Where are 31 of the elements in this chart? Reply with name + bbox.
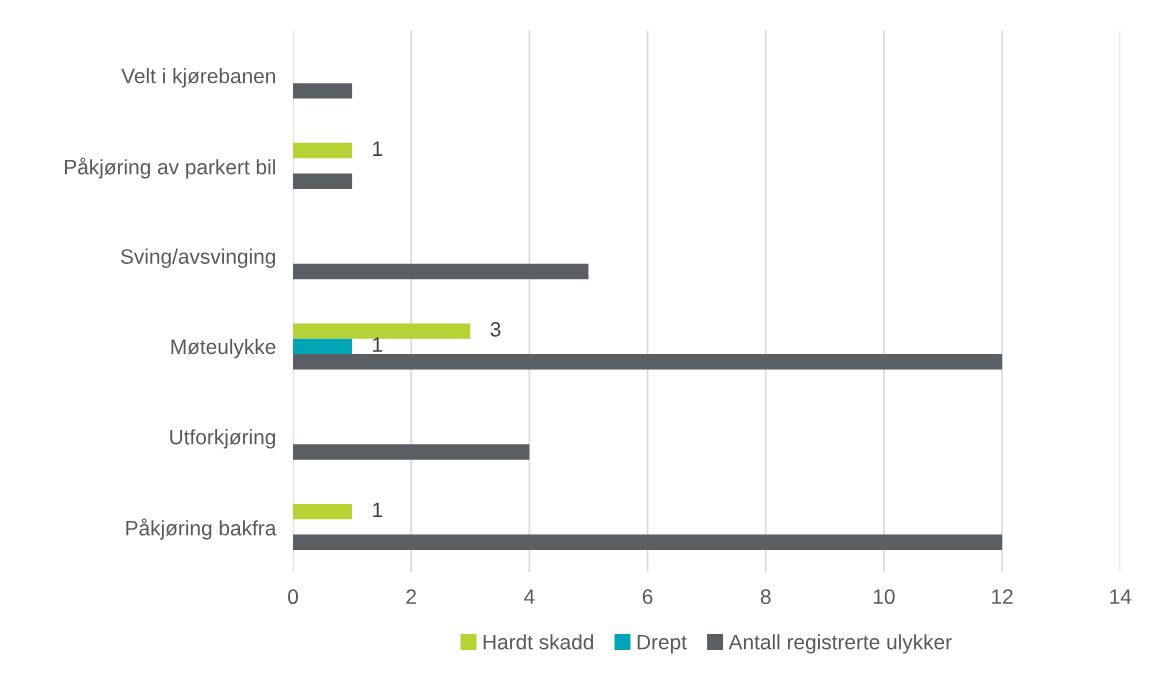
y-tick-label: Møteulykke: [171, 338, 276, 359]
x-tick-label: 10: [873, 589, 895, 605]
x-tick-label: 12: [992, 589, 1013, 604]
x-tick-label: 0: [288, 589, 298, 605]
x-tick-label: 8: [760, 589, 771, 605]
bar: [292, 263, 589, 280]
x-tick-label: 6: [642, 589, 653, 605]
bar: [292, 444, 530, 460]
x-tick-label: 4: [524, 589, 535, 604]
data-label: 1: [373, 141, 383, 156]
y-tick-label: Sving/avsvinging: [120, 248, 275, 268]
bar: [292, 503, 353, 520]
bar: [292, 83, 353, 99]
data-label: 1: [373, 502, 383, 517]
bar: [292, 323, 471, 339]
x-tick-label: 14: [1110, 589, 1132, 604]
x-tick-label: 2: [406, 589, 416, 604]
bar: [292, 338, 353, 355]
y-tick-label: Velt i kjørebanen: [121, 68, 275, 88]
bar: [292, 534, 1003, 550]
legend-label: Hardt skadd: [483, 634, 594, 650]
data-label: 1: [373, 337, 383, 352]
bar: [292, 173, 353, 189]
bar: [292, 354, 1003, 370]
legend-label: Drept: [637, 634, 687, 654]
y-tick-label: Påkjøring bakfra: [126, 518, 277, 540]
bar: [292, 142, 353, 159]
y-tick-label: Utforkjøring: [170, 429, 275, 449]
y-tick-label: Påkjøring av parkert bil: [65, 157, 275, 179]
data-label: 3: [490, 321, 501, 337]
legend-label: Antall registrerte ulykker: [728, 634, 952, 654]
